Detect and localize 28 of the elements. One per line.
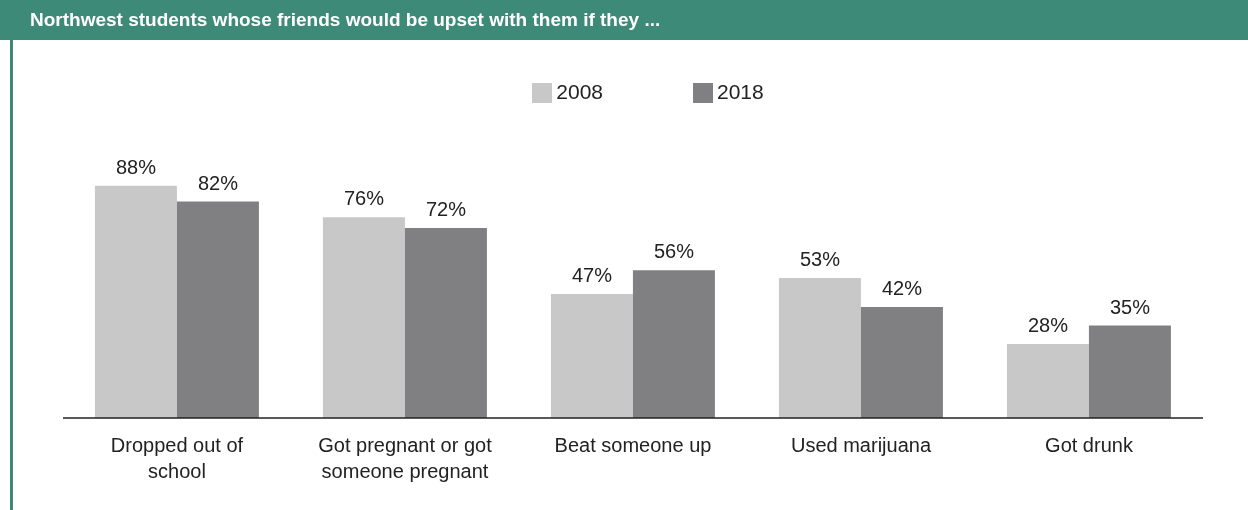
bar: [404, 227, 487, 418]
legend-label: 2008: [556, 80, 603, 103]
data-label: 82%: [197, 171, 239, 194]
data-label: 72%: [425, 197, 467, 220]
bar: [860, 307, 943, 418]
data-label: 35%: [1109, 295, 1151, 318]
data-label: 42%: [881, 277, 923, 300]
data-label: 28%: [1027, 314, 1069, 337]
x-tick-label: Used marijuana: [790, 434, 932, 456]
bar: [1006, 344, 1089, 418]
x-tick-label: Beat someone up: [554, 434, 712, 456]
data-label: 88%: [115, 155, 157, 178]
x-tick-label: Dropped out of school: [110, 434, 244, 482]
chart-title: Northwest students whose friends would be upset with them if they ...: [0, 0, 1248, 40]
data-label: 56%: [653, 240, 695, 263]
bar: [94, 185, 177, 418]
bar: [778, 278, 861, 418]
data-label: 76%: [343, 187, 385, 210]
bar: [550, 293, 633, 418]
bar: [176, 201, 259, 418]
x-tick-label: Got drunk: [1045, 434, 1134, 456]
data-label: 47%: [571, 263, 613, 286]
data-label: 53%: [799, 248, 841, 271]
bar: [1088, 325, 1171, 418]
x-tick-label: Got pregnant or got someone pregnant: [318, 434, 493, 482]
bar: [632, 270, 715, 418]
bar: [322, 217, 405, 418]
legend-label: 2018: [717, 80, 764, 103]
